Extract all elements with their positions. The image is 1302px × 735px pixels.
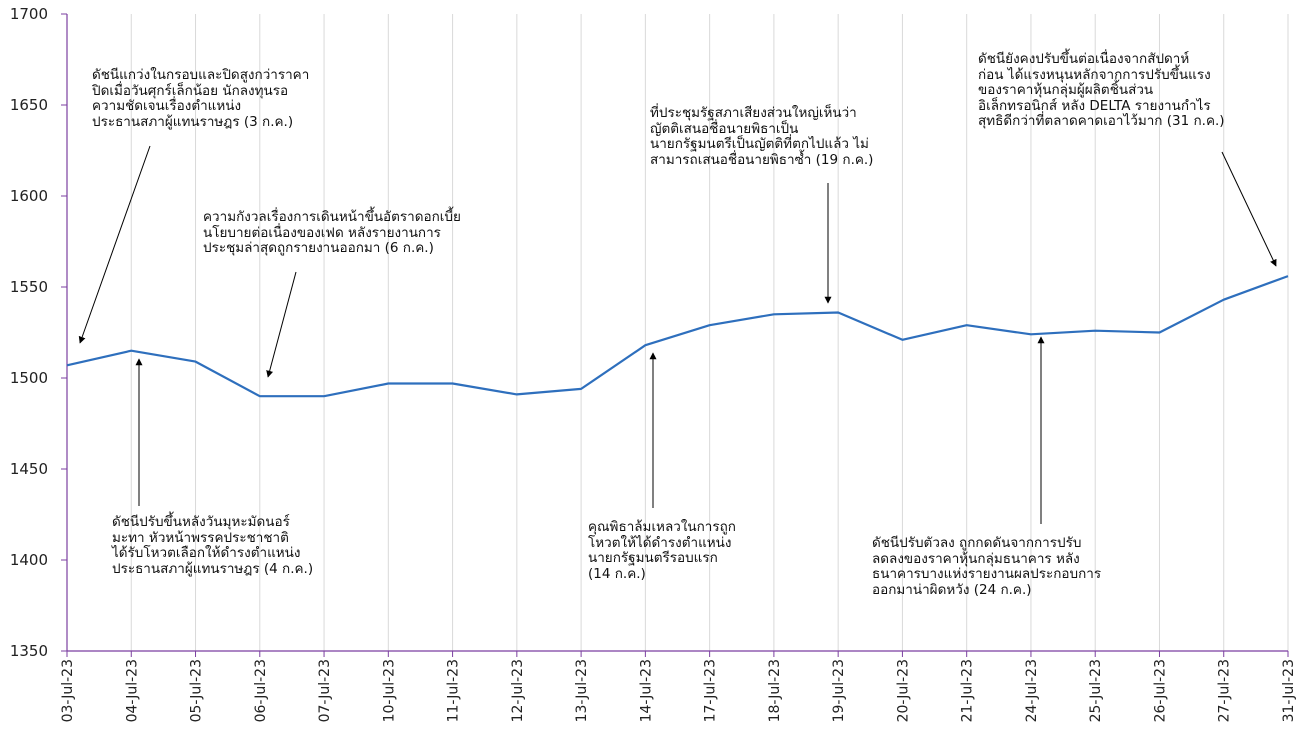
annotation-line: ประชุมล่าสุดถูกรายงานออกมา (6 ก.ค.)	[203, 240, 434, 256]
annotation-line: มะทา หัวหน้าพรรคประชาชาติ	[112, 529, 289, 546]
annotation-line: ดัชนียังคงปรับขึ้นต่อเนื่องจากสัปดาห์	[978, 51, 1190, 67]
annotation-line: ดัชนีแกว่งในกรอบและปิดสูงกว่าราคา	[92, 67, 310, 83]
y-tick-label: 1550	[10, 278, 48, 296]
data-point	[772, 312, 776, 316]
data-point	[1222, 298, 1226, 302]
annotation-line: ปิดเมื่อวันศุกร์เล็กน้อย นักลงทุนรอ	[92, 82, 289, 99]
x-tick-label: 10-Jul-23	[381, 659, 397, 722]
x-tick-label: 20-Jul-23	[895, 659, 911, 722]
data-point	[708, 323, 712, 327]
annotation-line: ได้รับโหวตเลือกให้ดำรงตำแหน่ง	[112, 545, 301, 561]
axes	[61, 13, 1289, 657]
data-point	[65, 363, 69, 367]
y-tick-label: 1450	[10, 460, 48, 478]
annotation-line: นโยบายต่อเนื่องของเฟด หลังรายงานการ	[203, 224, 441, 241]
x-tick-label: 21-Jul-23	[960, 659, 976, 722]
annotation-4-jul: ดัชนีปรับขึ้นหลังวันมุหะมัดนอร์ มะทา หัว…	[112, 514, 314, 577]
y-tick-labels: 1350 1400 1450 1500 1550 1600 1650 1700	[10, 5, 48, 660]
annotation-line: โหวตให้ได้ดำรงตำแหน่ง	[588, 534, 732, 551]
data-point	[322, 394, 326, 398]
x-tick-label: 19-Jul-23	[831, 659, 847, 722]
x-tick-label: 31-Jul-23	[1281, 659, 1297, 722]
x-tick-label: 12-Jul-23	[510, 659, 526, 722]
annotation-arrow	[1221, 151, 1277, 267]
x-tick-label: 25-Jul-23	[1088, 659, 1104, 722]
series-layer	[65, 274, 1290, 398]
data-point	[515, 392, 519, 396]
annotation-line: สุทธิดีกว่าที่ตลาดคาดเอาไว้มาก (31 ก.ค.)	[978, 113, 1225, 129]
y-tick-label: 1600	[10, 187, 48, 205]
annotation-line: ประธานสภาผู้แทนราษฎร (4 ก.ค.)	[112, 560, 314, 577]
data-point	[1093, 329, 1097, 333]
data-point	[1286, 274, 1290, 278]
data-point	[386, 381, 390, 385]
x-tick-labels: 03-Jul-23 04-Jul-23 05-Jul-23 06-Jul-23 07-J…	[60, 659, 1297, 722]
data-point	[900, 338, 904, 342]
y-tick-label: 1400	[10, 551, 48, 569]
y-tick-label: 1700	[10, 5, 48, 23]
annotation-line: ความชัดเจนเรื่องตำแหน่ง	[92, 98, 242, 114]
data-point	[579, 387, 583, 391]
x-tick-label: 14-Jul-23	[638, 659, 654, 722]
x-tick-label: 26-Jul-23	[1152, 659, 1168, 722]
y-tick-label: 1650	[10, 96, 48, 114]
annotation-line: ที่ประชุมรัฐสภาเสียงส่วนใหญ่เห็นว่า	[650, 105, 857, 121]
annotation-19-jul: ที่ประชุมรัฐสภาเสียงส่วนใหญ่เห็นว่า ญัตต…	[650, 105, 874, 168]
x-tick-label: 18-Jul-23	[767, 659, 783, 722]
annotation-line: นายกรัฐมนตรีรอบแรก	[588, 550, 718, 566]
annotation-line: ลดลงของราคาหุ้นกลุ่มธนาคาร หลัง	[872, 550, 1080, 567]
x-tick-label: 24-Jul-23	[1024, 659, 1040, 722]
annotation-line: ของราคาหุ้นกลุ่มผู้ผลิตชิ้นส่วน	[978, 82, 1154, 98]
annotation-line: อิเล็กทรอนิกส์ หลัง DELTA รายงานกำไร	[978, 97, 1211, 114]
data-point	[451, 381, 455, 385]
x-tick-label: 11-Jul-23	[446, 659, 462, 722]
data-point	[643, 343, 647, 347]
annotation-line: ประธานสภาผู้แทนราษฎร (3 ก.ค.)	[92, 113, 294, 130]
x-tick-label: 07-Jul-23	[317, 659, 333, 722]
annotation-line: ความกังวลเรื่องการเดินหน้าขึ้นอัตราดอกเบ…	[203, 209, 461, 225]
annotation-line: (14 ก.ค.)	[588, 565, 646, 582]
data-point	[965, 323, 969, 327]
data-point	[1157, 331, 1161, 335]
annotation-line: คุณพิธาล้มเหลวในการถูก	[588, 519, 736, 535]
annotation-arrow	[266, 271, 297, 378]
data-point	[1029, 332, 1033, 336]
data-point	[258, 394, 262, 398]
annotation-line: ญัตติเสนอชื่อนายพิธาเป็น	[650, 120, 799, 137]
data-point	[129, 349, 133, 353]
annotation-line: นายกรัฐมนตรีเป็นญัตติที่ตกไปแล้ว ไม่	[650, 136, 869, 152]
x-tick-label: 17-Jul-23	[703, 659, 719, 722]
x-tick-label: 06-Jul-23	[253, 659, 269, 722]
y-tick-label: 1500	[10, 369, 48, 387]
annotation-arrows	[78, 145, 1277, 524]
annotation-6-jul: ความกังวลเรื่องการเดินหน้าขึ้นอัตราดอกเบ…	[203, 209, 461, 257]
y-tick-label: 1350	[10, 642, 48, 660]
data-point	[194, 360, 198, 364]
annotation-line: สามารถเสนอชื่อนายพิธาซ้ำ (19 ก.ค.)	[650, 151, 874, 168]
x-tick-label: 27-Jul-23	[1217, 659, 1233, 722]
annotation-line: ธนาคารบางแห่งรายงานผลประกอบการ	[872, 566, 1102, 582]
annotation-24-jul: ดัชนีปรับตัวลง ถูกกดดันจากการปรับ ลดลงขอ…	[872, 535, 1102, 598]
annotation-line: ดัชนีปรับตัวลง ถูกกดดันจากการปรับ	[872, 535, 1082, 551]
annotation-line: ดัชนีปรับขึ้นหลังวันมุหะมัดนอร์	[112, 514, 290, 530]
x-tick-label: 05-Jul-23	[189, 659, 205, 722]
annotation-arrow	[78, 145, 151, 344]
annotation-line: ออกมาน่าผิดหวัง (24 ก.ค.)	[872, 581, 1032, 598]
annotation-line: ก่อน ได้แรงหนุนหลักจากการปรับขึ้นแรง	[978, 66, 1211, 83]
series-line	[66, 275, 1289, 398]
x-tick-label: 03-Jul-23	[60, 659, 76, 722]
x-tick-label: 04-Jul-23	[124, 659, 140, 722]
annotation-14-jul: คุณพิธาล้มเหลวในการถูก โหวตให้ได้ดำรงตำแ…	[588, 519, 736, 582]
annotation-3-jul: ดัชนีแกว่งในกรอบและปิดสูงกว่าราคา ปิดเมื…	[92, 67, 310, 130]
data-point	[836, 310, 840, 314]
x-tick-label: 13-Jul-23	[574, 659, 590, 722]
annotation-31-jul: ดัชนียังคงปรับขึ้นต่อเนื่องจากสัปดาห์ ก่…	[978, 51, 1225, 130]
